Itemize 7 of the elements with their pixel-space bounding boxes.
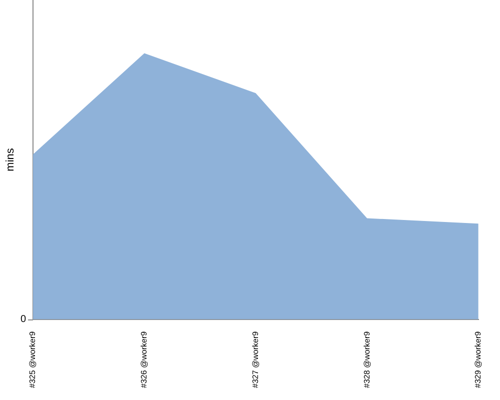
x-tick-label: #326 @worker9 <box>140 330 149 388</box>
text: 0 <box>20 314 26 326</box>
x-tick-label: #328 @worker9 <box>362 330 372 388</box>
x-tick-label: #327 @worker9 <box>250 330 260 388</box>
x-tick-label: #329 @worker9 <box>474 330 483 388</box>
y-axis-title: mins <box>4 148 17 172</box>
x-tick-label: #325 @worker9 <box>28 330 38 388</box>
